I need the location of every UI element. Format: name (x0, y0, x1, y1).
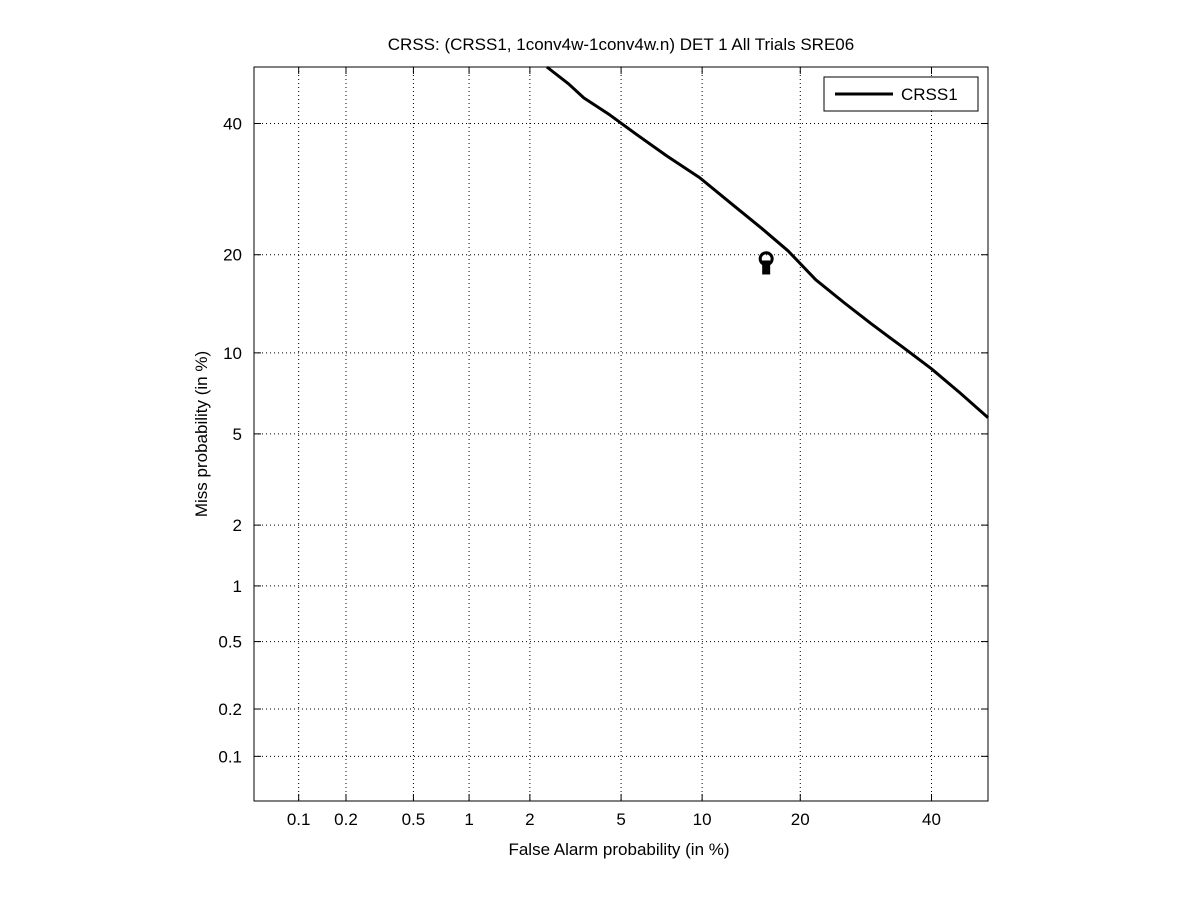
x-tick-label: 20 (791, 810, 810, 829)
y-tick-label: 0.2 (218, 700, 242, 719)
x-tick-label: 0.5 (402, 810, 426, 829)
x-tick-labels: 0.1 0.2 0.5 1 2 5 10 20 40 (287, 810, 941, 829)
actual-dcf-marker (762, 260, 771, 275)
x-axis-label: False Alarm probability (in %) (508, 840, 729, 859)
y-tick-label: 0.1 (218, 747, 242, 766)
y-tick-label: 40 (223, 115, 242, 134)
legend: CRSS1 (823, 76, 979, 112)
y-tick-label: 20 (223, 246, 242, 265)
y-tick-label: 0.5 (218, 633, 242, 652)
y-tick-label: 5 (233, 425, 242, 444)
plot-frame (253, 66, 989, 802)
chart-title: CRSS: (CRSS1, 1conv4w-1conv4w.n) DET 1 A… (388, 35, 854, 54)
x-tick-label: 1 (464, 810, 473, 829)
x-tick-label: 5 (616, 810, 625, 829)
y-tick-label: 1 (233, 577, 242, 596)
series-layer (545, 65, 989, 419)
y-tick-label: 10 (223, 344, 242, 363)
x-tick-label: 2 (525, 810, 534, 829)
y-tick-labels: 0.1 0.2 0.5 1 2 5 10 20 40 (218, 115, 242, 767)
x-tick-label: 0.1 (287, 810, 311, 829)
series-line-crss1 (545, 65, 989, 419)
y-tick-label: 2 (233, 516, 242, 535)
axis-ticks (254, 67, 988, 801)
x-tick-label: 40 (922, 810, 941, 829)
grid-lines (254, 67, 988, 801)
dcf-markers (758, 251, 774, 275)
y-axis-label: Miss probability (in %) (192, 351, 211, 517)
legend-label-crss1: CRSS1 (901, 85, 958, 104)
x-tick-label: 10 (693, 810, 712, 829)
x-tick-label: 0.2 (334, 810, 358, 829)
